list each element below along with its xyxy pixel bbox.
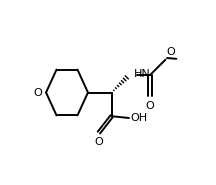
Text: HN: HN: [134, 69, 151, 80]
Text: O: O: [33, 88, 42, 97]
Text: O: O: [94, 137, 103, 147]
Text: O: O: [167, 47, 175, 57]
Text: OH: OH: [130, 113, 148, 123]
Text: O: O: [146, 101, 154, 111]
